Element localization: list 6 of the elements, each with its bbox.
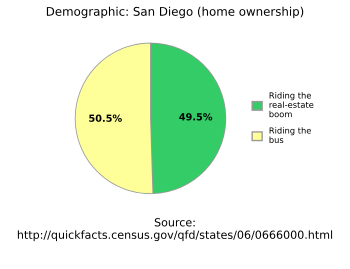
legend-label: Riding the bus	[270, 127, 311, 143]
data-label: 49.5%	[179, 113, 212, 120]
data-label: 50.5%	[89, 114, 122, 122]
source-note: Source: http://quickfacts.census.gov/qfd/states/06/0666000.html	[18, 218, 332, 242]
legend-label: Riding the real-estate boom	[270, 92, 314, 118]
chart-title: Demographic: San Diego (home ownership)	[46, 6, 304, 18]
